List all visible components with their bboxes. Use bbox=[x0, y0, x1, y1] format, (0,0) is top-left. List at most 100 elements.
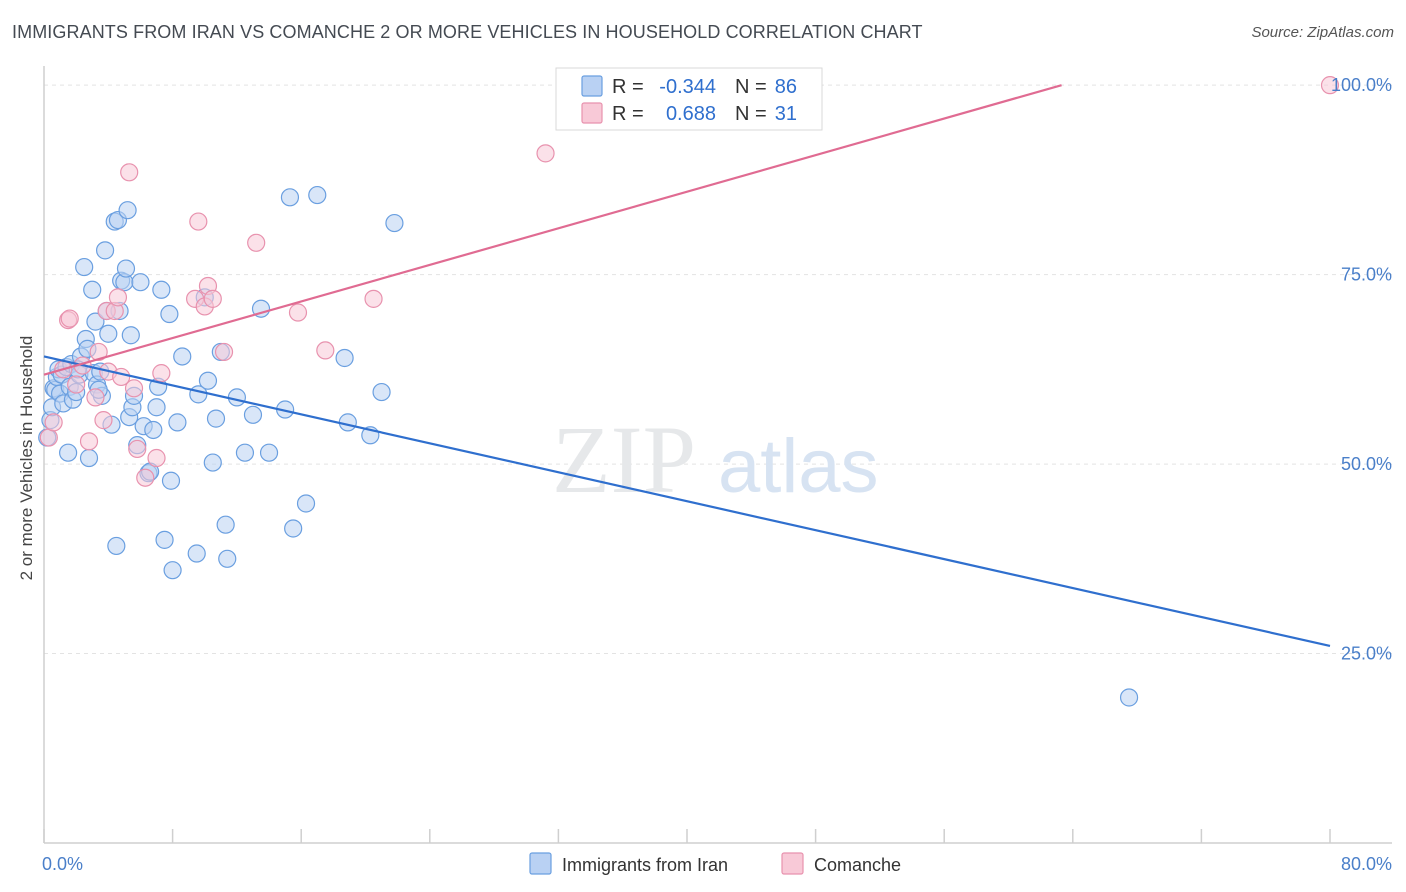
data-point bbox=[75, 257, 94, 277]
data-point bbox=[198, 371, 218, 390]
legend-label-bottom: Immigrants from Iran bbox=[562, 855, 728, 875]
trend-lines bbox=[43, 84, 1331, 648]
tick-labels: 25.0% 50.0% 75.0% 100.0% 0.0% 80.0% bbox=[42, 75, 1392, 874]
data-point bbox=[168, 413, 187, 432]
data-points bbox=[38, 76, 1340, 707]
trend-line-comanche bbox=[43, 84, 1062, 376]
data-point bbox=[94, 411, 113, 430]
x-tick-label: 80.0% bbox=[1341, 854, 1392, 874]
data-point bbox=[79, 432, 99, 451]
data-point bbox=[308, 185, 327, 205]
data-point bbox=[86, 388, 105, 407]
data-point bbox=[288, 303, 308, 322]
data-point bbox=[364, 289, 383, 308]
data-point bbox=[243, 405, 263, 424]
watermark-zip: ZIP bbox=[552, 406, 696, 513]
data-point bbox=[86, 312, 105, 331]
data-point bbox=[296, 494, 316, 513]
data-point bbox=[173, 347, 192, 366]
chart-title: IMMIGRANTS FROM IRAN VS COMANCHE 2 OR MO… bbox=[12, 22, 923, 42]
legend-r-key: R = bbox=[612, 76, 644, 98]
data-point bbox=[67, 375, 86, 394]
data-point bbox=[59, 443, 78, 462]
y-tick-label: 100.0% bbox=[1331, 75, 1392, 95]
data-point bbox=[128, 439, 147, 459]
data-point bbox=[147, 398, 166, 417]
watermark: ZIP atlas bbox=[552, 406, 879, 513]
data-point bbox=[214, 342, 234, 362]
data-point bbox=[120, 163, 139, 182]
data-point bbox=[155, 530, 174, 549]
data-point bbox=[39, 428, 58, 447]
data-point bbox=[89, 342, 108, 362]
y-axis-title: 2 or more Vehicles in Household bbox=[17, 336, 36, 581]
series-iran-points bbox=[38, 185, 1139, 707]
legend-n-key: N = bbox=[735, 76, 767, 98]
watermark-atlas: atlas bbox=[718, 424, 879, 509]
data-point bbox=[203, 289, 222, 308]
data-point bbox=[83, 280, 102, 299]
legend-swatch bbox=[581, 75, 603, 97]
data-point bbox=[247, 233, 266, 252]
data-point bbox=[44, 413, 63, 432]
data-point bbox=[1320, 76, 1340, 95]
legend-n-value: 86 bbox=[775, 76, 797, 98]
data-point bbox=[259, 443, 279, 462]
legend-swatch-bottom bbox=[781, 852, 804, 875]
data-point bbox=[189, 212, 208, 231]
data-point bbox=[1119, 688, 1139, 707]
legend-r-key: R = bbox=[612, 103, 644, 125]
data-point bbox=[136, 468, 155, 487]
data-point bbox=[284, 519, 303, 538]
trend-line-iran bbox=[43, 355, 1331, 648]
data-point bbox=[121, 326, 140, 345]
data-point bbox=[99, 324, 118, 343]
data-point bbox=[335, 348, 354, 368]
data-point bbox=[95, 241, 115, 260]
source-credit: Source: ZipAtlas.com bbox=[1251, 24, 1394, 41]
data-point bbox=[218, 549, 237, 568]
data-point bbox=[251, 299, 271, 318]
data-point bbox=[163, 561, 182, 580]
grid-lines bbox=[44, 84, 1392, 655]
legend-swatch-bottom bbox=[529, 852, 552, 875]
data-point bbox=[152, 280, 171, 299]
data-point bbox=[124, 379, 144, 398]
data-point bbox=[187, 544, 206, 563]
data-point bbox=[108, 288, 128, 307]
data-point bbox=[116, 259, 136, 278]
data-point bbox=[79, 448, 99, 468]
legend-n-value: 31 bbox=[775, 103, 797, 125]
data-point bbox=[280, 188, 300, 207]
data-point bbox=[235, 443, 255, 462]
data-point bbox=[107, 536, 126, 556]
legend-label-bottom: Comanche bbox=[814, 855, 901, 875]
series-comanche-points bbox=[39, 76, 1340, 487]
y-tick-label: 75.0% bbox=[1341, 265, 1392, 285]
legend-bottom: Immigrants from Iran Comanche bbox=[529, 852, 901, 875]
data-point bbox=[206, 409, 226, 428]
data-point bbox=[152, 364, 171, 383]
data-point bbox=[131, 273, 150, 292]
legend-n-key: N = bbox=[735, 103, 767, 125]
data-point bbox=[161, 471, 181, 490]
x-tick-label: 0.0% bbox=[42, 854, 83, 874]
data-point bbox=[147, 448, 166, 468]
data-point bbox=[216, 515, 235, 534]
data-point bbox=[316, 341, 335, 360]
data-point bbox=[60, 309, 79, 328]
data-point bbox=[118, 201, 137, 220]
axes bbox=[43, 66, 1392, 844]
data-point bbox=[227, 388, 246, 407]
legend-r-value: -0.344 bbox=[659, 76, 716, 98]
data-point bbox=[144, 420, 163, 440]
data-point bbox=[536, 144, 555, 163]
data-point bbox=[385, 213, 404, 233]
data-point bbox=[203, 453, 222, 472]
legend-swatch bbox=[581, 102, 603, 124]
legend-top: R = -0.344 N = 86 R = 0.688 N = 31 bbox=[555, 67, 823, 131]
y-tick-label: 25.0% bbox=[1341, 644, 1392, 664]
data-point bbox=[160, 304, 179, 324]
data-point bbox=[372, 382, 391, 402]
